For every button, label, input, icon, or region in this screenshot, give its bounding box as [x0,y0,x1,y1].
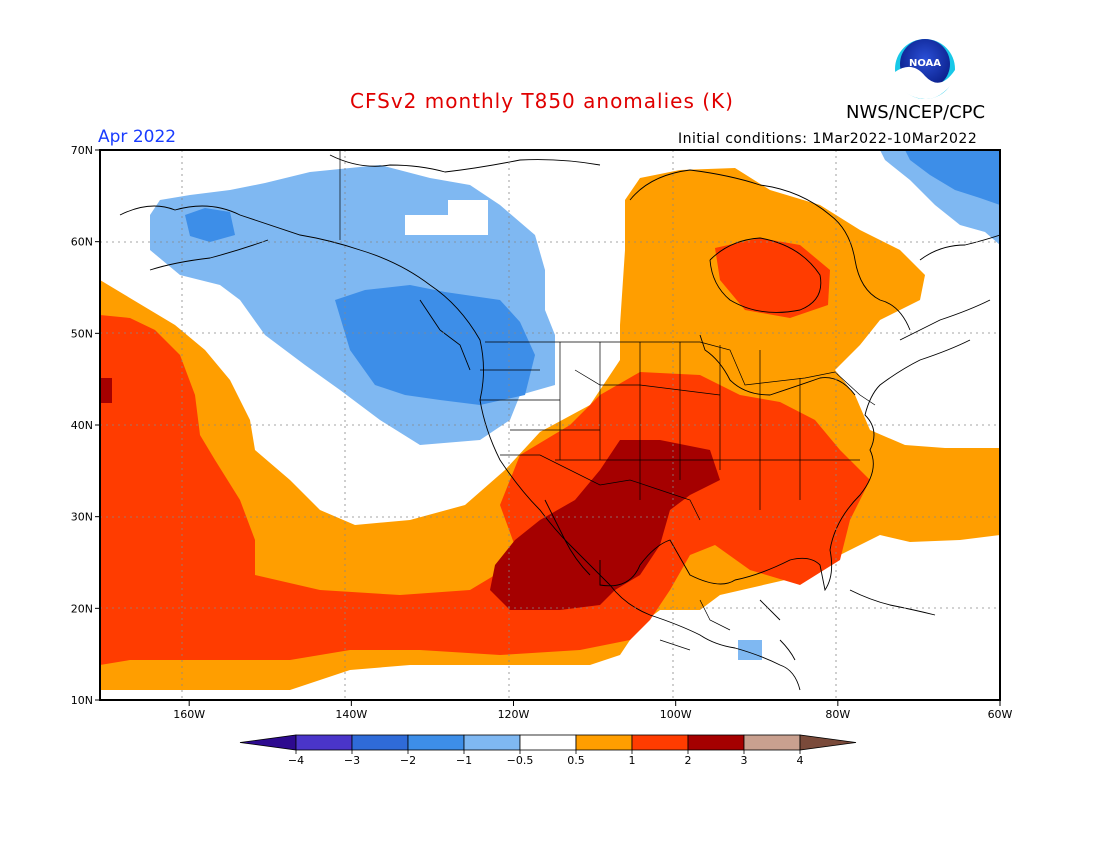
lat-tick-label: 40N [71,419,93,432]
colorbar-label: 2 [685,754,692,767]
map-title: CFSv2 monthly T850 anomalies (K) [350,89,734,113]
lat-tick-label: 30N [71,511,93,524]
anomaly-area-northeast-blue [905,150,1000,205]
lat-tick-label: 60N [71,236,93,249]
colorbar: −4 −3 −2 −1 −0.5 0.5 1 2 3 4 [239,734,857,767]
colorbar-label: −0.5 [507,754,534,767]
noaa-logo: NOAA [895,39,955,100]
anomaly-area-hudson-red [715,238,830,318]
map-canvas [100,150,1000,700]
political-borders [339,150,876,651]
colorbar-label: −1 [456,754,472,767]
colorbar-segment [687,734,745,751]
lat-tick-label: 10N [71,694,93,707]
anomaly-area-medium-blue [335,285,535,405]
anomaly-area-dark-red [490,440,720,610]
colorbar-label: 4 [797,754,804,767]
colorbar-segment [239,734,297,751]
colorbar-segment [407,734,465,751]
lon-tick-label: 80W [825,708,850,721]
colorbar-segment [463,734,521,751]
colorbar-segment [351,734,409,751]
colorbar-label: 1 [629,754,636,767]
latitude-axis: 10N 20N 30N 40N 50N 60N 70N [71,144,100,707]
colorbar-segment [631,734,689,751]
lon-tick-label: 60W [988,708,1013,721]
colorbar-segment [519,734,577,751]
grid-lines [100,150,1000,700]
colorbar-label: 0.5 [567,754,585,767]
forecast-period: Apr 2022 [98,127,177,147]
anomaly-area-medium-blue [185,208,235,242]
anomaly-gap [448,200,488,235]
organization-label: NWS/NCEP/CPC [846,102,986,123]
lon-tick-label: 120W [498,708,530,721]
lat-tick-label: 20N [71,602,93,615]
colorbar-segment [743,734,801,751]
colorbar-label: 3 [741,754,748,767]
lon-tick-label: 160W [173,708,205,721]
coastlines [119,154,1000,691]
colorbar-label: −3 [344,754,360,767]
lat-tick-label: 70N [71,144,93,157]
colorbar-label: −4 [288,754,304,767]
lon-tick-label: 140W [335,708,367,721]
anomaly-area-red-orange [100,315,870,665]
logo-text: NOAA [909,58,941,69]
colorbar-segment [295,734,353,751]
anomaly-area-dark-red [100,378,112,403]
colorbar-label: −2 [400,754,416,767]
initial-conditions: Initial conditions: 1Mar2022-10Mar2022 [678,131,978,147]
colorbar-segment [799,734,857,751]
colorbar-segment [575,734,633,751]
lon-tick-label: 100W [660,708,692,721]
longitude-axis: 160W 140W 120W 100W 80W 60W [173,700,1013,721]
lat-tick-label: 50N [71,327,93,340]
anomaly-gap [405,215,450,235]
